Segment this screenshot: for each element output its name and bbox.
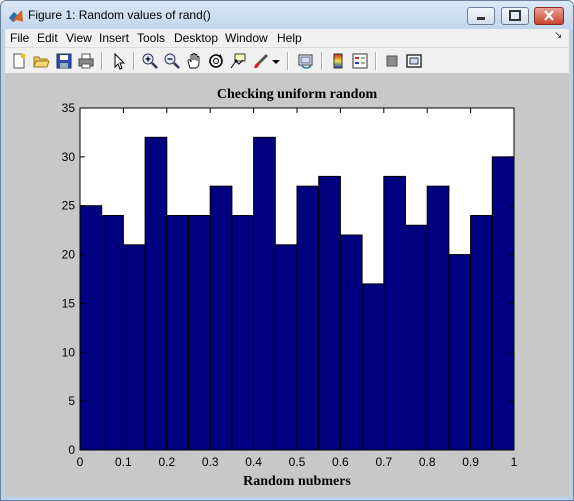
x-tick-label: 0.8 — [419, 455, 436, 469]
x-tick-label: 1 — [511, 455, 518, 469]
toolbar-separator — [375, 52, 377, 70]
hide-plot-tools-icon[interactable] — [383, 52, 401, 70]
dock-arrow-icon[interactable]: ↘ — [554, 30, 562, 41]
histogram-bar — [102, 215, 124, 450]
histogram-bar — [167, 215, 189, 450]
pan-hand-icon[interactable] — [185, 52, 203, 70]
zoom-in-icon[interactable] — [141, 52, 159, 70]
histogram-bar — [471, 215, 493, 450]
histogram-bar — [362, 284, 384, 450]
histogram-bar — [254, 137, 276, 450]
rotate-3d-icon[interactable] — [207, 52, 225, 70]
link-plot-icon[interactable] — [297, 52, 315, 70]
histogram-plot[interactable]: 0 0.1 0.2 0.3 0.4 0.5 0.6 0.7 0.8 0.9 105101520253… — [5, 74, 569, 497]
menu-bar: File Edit View Insert Tools Desktop Wind… — [5, 29, 569, 47]
menu-edit[interactable]: Edit — [37, 31, 58, 45]
histogram-bar — [145, 137, 167, 450]
print-icon[interactable] — [77, 52, 95, 70]
histogram-bar — [80, 206, 102, 450]
menu-view[interactable]: View — [66, 31, 92, 45]
window-title: Figure 1: Random values of rand() — [28, 8, 211, 22]
menu-window[interactable]: Window — [225, 31, 268, 45]
y-tick-label: 25 — [62, 199, 76, 213]
new-figure-icon[interactable] — [10, 52, 28, 70]
x-axis-label: Random nubmers — [243, 474, 351, 489]
toolbar-separator — [133, 52, 135, 70]
chart-title: Checking uniform random — [217, 87, 378, 102]
histogram-bar — [189, 215, 211, 450]
y-tick-label: 35 — [62, 101, 76, 115]
toolbar-separator — [321, 52, 323, 70]
edit-plot-arrow-icon[interactable] — [110, 52, 128, 70]
minimize-button[interactable] — [467, 7, 495, 25]
y-tick-label: 30 — [62, 150, 76, 164]
close-icon — [535, 8, 563, 24]
menu-tools[interactable]: Tools — [137, 31, 165, 45]
histogram-bar — [297, 186, 319, 450]
x-tick-label: 0.3 — [202, 455, 219, 469]
colorbar-icon[interactable] — [329, 52, 347, 70]
y-tick-label: 15 — [62, 296, 76, 310]
y-tick-label: 20 — [62, 248, 76, 262]
brush-icon[interactable] — [252, 52, 270, 70]
maximize-icon — [502, 8, 528, 24]
show-plot-tools-icon[interactable] — [405, 52, 423, 70]
x-tick-label: 0 — [77, 455, 84, 469]
zoom-out-icon[interactable] — [163, 52, 181, 70]
menu-file[interactable]: File — [10, 31, 29, 45]
histogram-bar — [340, 235, 362, 450]
toolbar-separator — [287, 52, 289, 70]
histogram-bar — [384, 176, 406, 450]
histogram-bar — [406, 225, 428, 450]
toolbar-separator — [101, 52, 103, 70]
x-tick-label: 0.2 — [158, 455, 175, 469]
title-bar[interactable]: Figure 1: Random values of rand() — [1, 1, 573, 29]
brush-dropdown-icon[interactable] — [270, 52, 282, 70]
histogram-bar — [210, 186, 232, 450]
x-tick-label: 0.4 — [245, 455, 262, 469]
y-tick-label: 10 — [62, 345, 76, 359]
histogram-bar — [449, 255, 471, 450]
figure-toolbar — [5, 47, 569, 74]
legend-icon[interactable] — [351, 52, 369, 70]
y-tick-label: 5 — [68, 394, 75, 408]
figure-canvas: 0 0.1 0.2 0.3 0.4 0.5 0.6 0.7 0.8 0.9 1 0 5 10 15 20 25 3… — [5, 74, 569, 497]
matlab-logo-icon — [8, 8, 24, 24]
x-tick-label: 0.6 — [332, 455, 349, 469]
histogram-bar — [123, 245, 145, 450]
histogram-bar — [232, 215, 254, 450]
x-tick-label: 0.7 — [375, 455, 392, 469]
x-tick-label: 0.1 — [115, 455, 132, 469]
close-button[interactable] — [534, 7, 564, 25]
histogram-bar — [427, 186, 449, 450]
minimize-icon — [468, 8, 494, 24]
x-tick-label: 0.5 — [289, 455, 306, 469]
menu-help[interactable]: Help — [277, 31, 302, 45]
open-file-icon[interactable] — [32, 52, 50, 70]
x-tick-label: 0.9 — [462, 455, 479, 469]
data-cursor-icon[interactable] — [229, 52, 247, 70]
histogram-bar — [319, 176, 341, 450]
menu-desktop[interactable]: Desktop — [174, 31, 218, 45]
histogram-bar — [275, 245, 297, 450]
save-icon[interactable] — [55, 52, 73, 70]
y-tick-label: 0 — [68, 443, 75, 457]
maximize-button[interactable] — [501, 7, 529, 25]
menu-insert[interactable]: Insert — [99, 31, 129, 45]
